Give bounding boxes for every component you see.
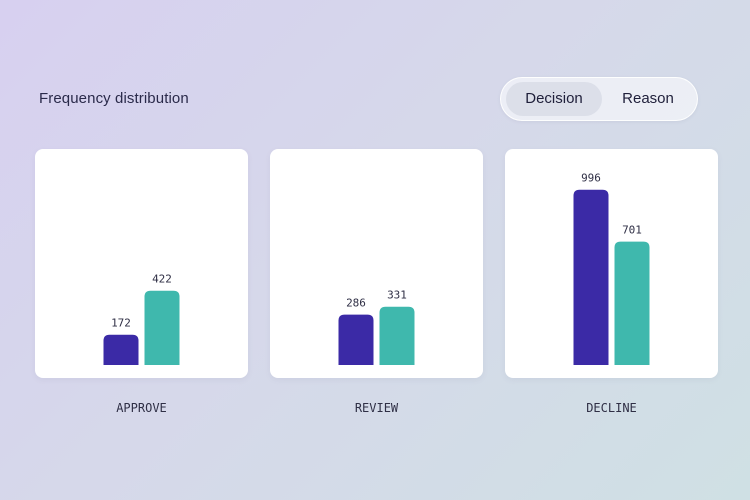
data-label-decline-series-1: 996 bbox=[581, 172, 601, 185]
category-label-review: REVIEW bbox=[354, 401, 399, 415]
data-label-review-series-1: 286 bbox=[346, 297, 366, 310]
bar-review-series-2 bbox=[379, 306, 415, 365]
data-label-review-series-2: 331 bbox=[387, 289, 407, 302]
bar-decline-series-1 bbox=[573, 189, 609, 365]
category-label-decline: DECLINE bbox=[586, 401, 637, 415]
data-label-approve-series-1: 172 bbox=[111, 317, 131, 330]
bar-approve-series-1 bbox=[103, 334, 139, 365]
bar-decline-series-2 bbox=[614, 241, 650, 365]
chart-card-decline bbox=[505, 149, 718, 378]
chart-card-approve bbox=[35, 149, 248, 378]
toggle-option-decision[interactable]: Decision bbox=[506, 82, 602, 116]
bar-approve-series-2 bbox=[144, 290, 180, 365]
decision-reason-toggle[interactable]: Decision Reason bbox=[500, 77, 698, 121]
page-title: Frequency distribution bbox=[39, 90, 189, 107]
category-label-approve: APPROVE bbox=[116, 401, 167, 415]
toggle-option-reason[interactable]: Reason bbox=[622, 90, 674, 107]
bar-review-series-1 bbox=[338, 314, 374, 365]
data-label-decline-series-2: 701 bbox=[622, 224, 642, 237]
data-label-approve-series-2: 422 bbox=[152, 273, 172, 286]
chart-card-review bbox=[270, 149, 483, 378]
